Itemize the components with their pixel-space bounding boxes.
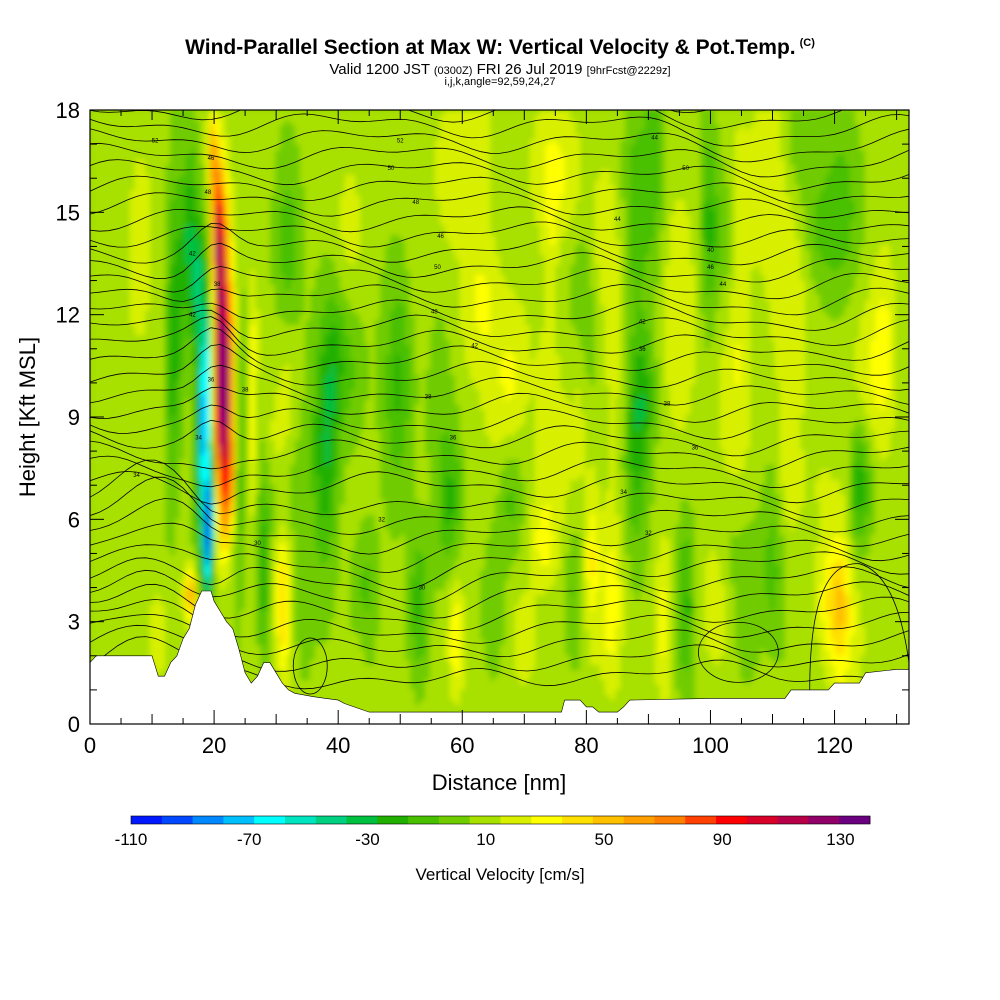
contour-label: 42 <box>639 319 646 325</box>
contour-label: 52 <box>152 139 159 145</box>
contour-label: 40 <box>707 248 714 254</box>
contour-label: 34 <box>195 435 202 441</box>
colorbar-swatch <box>193 816 224 824</box>
colorbar-tick-label: -110 <box>115 830 148 849</box>
colorbar-tick-label: 10 <box>476 830 495 849</box>
colorbar-swatch <box>808 816 839 824</box>
y-tick-label: 0 <box>68 712 80 737</box>
contour-label: 50 <box>434 265 441 271</box>
contour-label: 36 <box>208 377 215 383</box>
colorbar-swatch <box>408 816 439 824</box>
colorbar-swatch <box>685 816 716 824</box>
contour-label: 50 <box>682 166 689 172</box>
contour-label: 38 <box>664 401 671 407</box>
contour-label: 50 <box>388 166 395 172</box>
colorbar-tick-label: -70 <box>237 830 262 849</box>
x-tick-label: 80 <box>574 733 598 758</box>
y-tick-label: 12 <box>56 303 80 328</box>
colorbar-swatch <box>562 816 593 824</box>
contour-label: 44 <box>720 282 727 288</box>
plot-area: 52 52 50 44 46 48 50 48 44 42 46 40 50 46 38 44 42 48 42 42… <box>90 81 911 726</box>
contour-label: 42 <box>189 251 196 257</box>
contour-label: 32 <box>645 531 652 537</box>
colorbar-swatch <box>131 816 162 824</box>
contour-label: 34 <box>133 473 140 479</box>
contour-label: 52 <box>397 139 404 145</box>
contour-label: 36 <box>639 347 646 353</box>
contour-label: 46 <box>208 156 215 162</box>
y-tick-label: 18 <box>56 98 80 123</box>
colorbar-tick-label: 90 <box>713 830 732 849</box>
contour-label: 30 <box>254 541 261 547</box>
contour-label: 48 <box>205 190 212 196</box>
contour-label: 34 <box>620 490 627 496</box>
contour-label: 30 <box>419 586 426 592</box>
contour-label: 38 <box>425 395 432 401</box>
colorbar-swatch <box>470 816 501 824</box>
colorbar-swatch <box>285 816 316 824</box>
y-tick-label: 15 <box>56 200 80 225</box>
colorbar-swatch <box>839 816 870 824</box>
colorbar-tick-label: -30 <box>355 830 380 849</box>
colorbar-label: Vertical Velocity [cm/s] <box>415 865 584 884</box>
colorbar-swatch <box>593 816 624 824</box>
x-tick-label: 0 <box>84 733 96 758</box>
colorbar-swatch <box>531 816 562 824</box>
colorbar-tick-label: 130 <box>826 830 854 849</box>
colorbar-swatch <box>223 816 254 824</box>
x-tick-label: 100 <box>692 733 729 758</box>
colorbar-swatch <box>778 816 809 824</box>
contour-label: 36 <box>450 435 457 441</box>
contour-label: 36 <box>692 446 699 452</box>
contour-label: 46 <box>437 234 444 240</box>
y-tick-label: 6 <box>68 507 80 532</box>
y-tick-label: 3 <box>68 610 80 635</box>
contour-label: 38 <box>214 282 221 288</box>
colorbar-swatch <box>654 816 685 824</box>
x-tick-label: 120 <box>816 733 853 758</box>
colorbar-tick-label: 50 <box>594 830 613 849</box>
contour-label: 48 <box>431 309 438 315</box>
y-tick-label: 9 <box>68 405 80 430</box>
contour-label: 46 <box>707 265 714 271</box>
cross-section-chart: 52 52 50 44 46 48 50 48 44 42 46 40 50 46 38 44 42 48 42 42… <box>0 0 1000 1000</box>
contour-label: 48 <box>412 200 419 206</box>
x-tick-labels: 0 20 40 60 80 100 120 <box>84 733 853 758</box>
x-tick-label: 60 <box>450 733 474 758</box>
contour-label: 38 <box>242 388 249 394</box>
colorbar-swatch <box>254 816 285 824</box>
colorbar-swatch <box>162 816 193 824</box>
colorbar-swatch <box>377 816 408 824</box>
colorbar-swatch <box>716 816 747 824</box>
colorbar-swatch <box>624 816 655 824</box>
contour-label: 42 <box>189 313 196 319</box>
colorbar <box>131 816 870 824</box>
colorbar-tick-labels: -110 -70 -30 10 50 90 130 <box>115 830 855 849</box>
y-axis-label: Height [Kft MSL] <box>15 337 40 497</box>
theta-contour-line <box>90 81 909 113</box>
contour-label: 32 <box>378 517 385 523</box>
colorbar-swatch <box>747 816 778 824</box>
x-tick-label: 40 <box>326 733 350 758</box>
y-tick-labels: 0 3 6 9 12 15 18 <box>56 98 80 737</box>
x-axis-label: Distance [nm] <box>432 770 567 795</box>
colorbar-swatch <box>347 816 378 824</box>
contour-label: 44 <box>651 135 658 141</box>
contour-label: 42 <box>471 343 478 349</box>
x-tick-label: 20 <box>202 733 226 758</box>
colorbar-swatch <box>316 816 347 824</box>
colorbar-swatch <box>501 816 532 824</box>
colorbar-swatch <box>439 816 470 824</box>
contour-label: 44 <box>614 217 621 223</box>
